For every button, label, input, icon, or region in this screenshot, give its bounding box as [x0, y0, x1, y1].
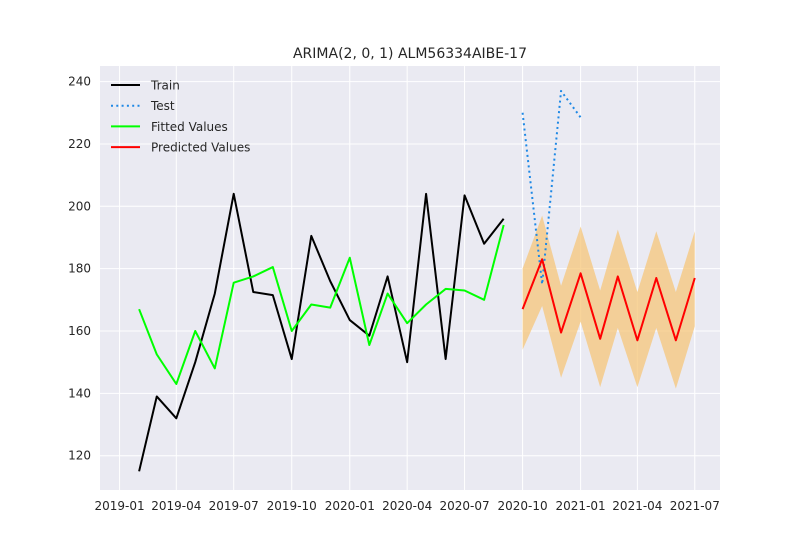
- y-tick-label: 120: [68, 449, 91, 463]
- series-line-train: [138, 192, 505, 472]
- y-tick-label: 200: [68, 199, 91, 213]
- y-tick-label: 240: [68, 75, 91, 89]
- x-tick-label: 2021-07: [670, 499, 720, 513]
- legend: Train Test Fitted Values Predicted Values: [111, 79, 250, 155]
- y-tick-label: 180: [68, 262, 91, 276]
- series-line-predicted-values: [521, 258, 696, 342]
- series-line-fitted-values: [138, 224, 505, 385]
- series-layer: [138, 89, 696, 472]
- x-tick-label: 2020-10: [498, 499, 548, 513]
- x-axis: 2019-01 2019-04 2019-07 2019-10 2020-01 2020-…: [94, 499, 719, 513]
- x-tick-label: 2019-01: [94, 499, 144, 513]
- confidence-band: [522, 215, 695, 389]
- x-tick-label: 2020-01: [325, 499, 375, 513]
- y-axis: 120 140 160 180 200 220 240: [68, 75, 91, 463]
- legend-label: Test: [150, 99, 175, 113]
- x-tick-label: 2019-07: [209, 499, 259, 513]
- y-tick-label: 140: [68, 386, 91, 400]
- x-tick-label: 2019-04: [151, 499, 201, 513]
- y-tick-label: 160: [68, 324, 91, 338]
- series-line-test: [521, 89, 582, 286]
- x-tick-label: 2021-01: [556, 499, 606, 513]
- x-tick-label: 2020-07: [439, 499, 489, 513]
- legend-label: Train: [150, 79, 180, 93]
- chart-title: ARIMA(2, 0, 1) ALM56334AIBE-17: [293, 46, 527, 62]
- confidence-band-layer: [522, 215, 695, 389]
- x-tick-label: 2021-04: [612, 499, 662, 513]
- legend-label: Predicted Values: [151, 141, 250, 155]
- y-tick-label: 220: [68, 137, 91, 151]
- legend-label: Fitted Values: [151, 120, 228, 134]
- x-tick-label: 2020-04: [382, 499, 432, 513]
- x-tick-label: 2019-10: [267, 499, 317, 513]
